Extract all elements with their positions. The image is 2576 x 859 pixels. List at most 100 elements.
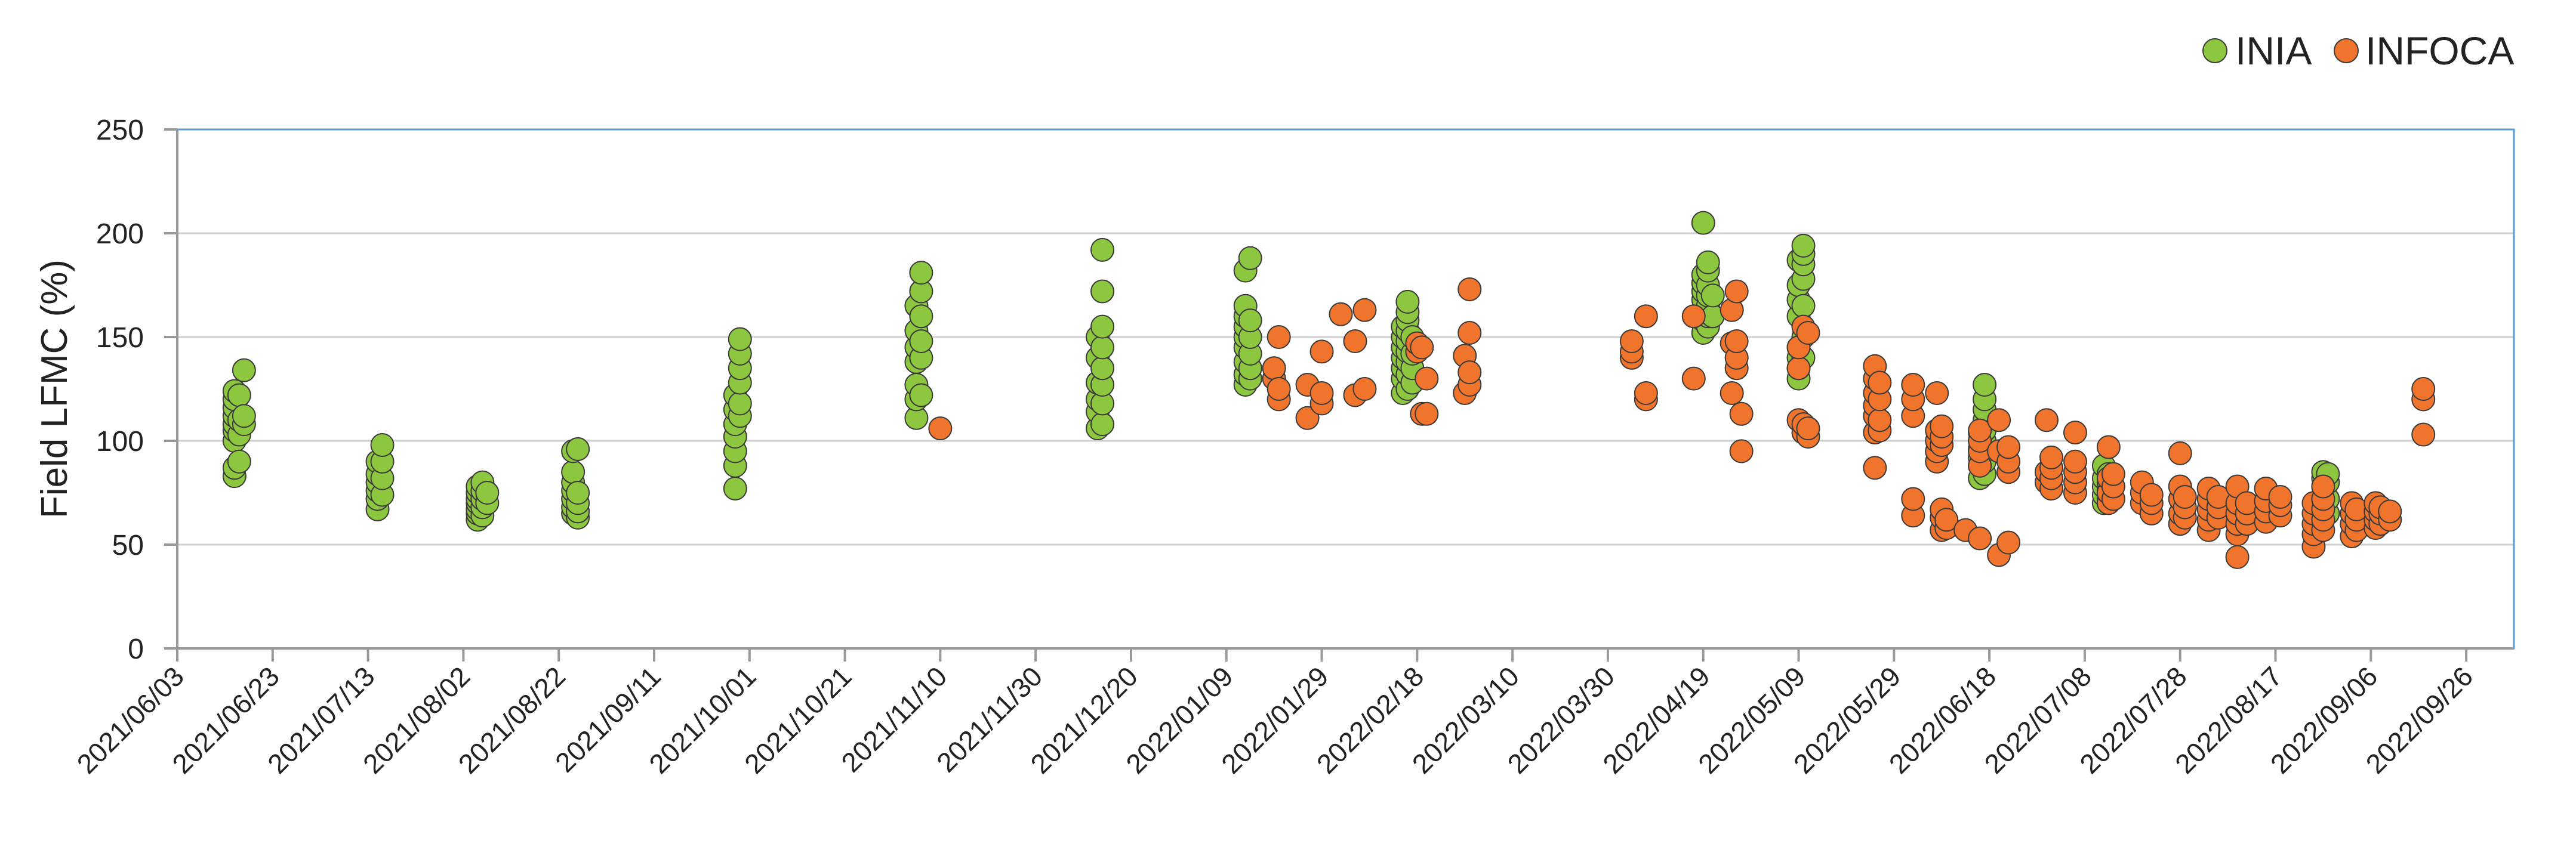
data-point-inia bbox=[1090, 314, 1115, 339]
data-point-infoca bbox=[2168, 441, 2192, 465]
legend-label-infoca: INFOCA bbox=[2365, 29, 2514, 73]
data-point-inia bbox=[1090, 356, 1115, 381]
y-tick-label: 100 bbox=[96, 426, 144, 458]
data-point-inia bbox=[1395, 289, 1420, 314]
data-point-infoca bbox=[1458, 277, 1482, 301]
data-point-infoca bbox=[2378, 499, 2402, 524]
data-point-inia bbox=[1090, 335, 1115, 360]
data-point-inia bbox=[1973, 373, 1997, 397]
y-tick-labels: 0 50 100 150 200 250 bbox=[96, 115, 144, 665]
data-point-inia bbox=[475, 481, 500, 505]
x-tick-labels: 2021/06/032021/06/232021/07/132021/08/02… bbox=[71, 660, 2479, 780]
data-points bbox=[222, 211, 2436, 569]
data-point-inia bbox=[1090, 412, 1115, 437]
data-point-infoca bbox=[1934, 508, 1959, 532]
data-point-inia bbox=[728, 391, 752, 416]
data-point-inia bbox=[728, 327, 752, 351]
data-point-infoca bbox=[1786, 356, 1811, 381]
data-point-infoca bbox=[1267, 377, 1291, 401]
data-point-infoca bbox=[1724, 279, 1749, 304]
data-point-infoca bbox=[1987, 408, 2011, 432]
legend-marker-inia bbox=[2202, 38, 2227, 63]
data-point-infoca bbox=[1309, 339, 1334, 364]
data-point-infoca bbox=[1352, 298, 1377, 322]
data-point-inia bbox=[909, 329, 933, 353]
data-point-infoca bbox=[1415, 401, 1439, 426]
data-point-inia bbox=[909, 383, 933, 407]
data-point-inia bbox=[561, 460, 586, 484]
data-point-inia bbox=[227, 383, 251, 407]
y-tick-label: 200 bbox=[96, 218, 144, 250]
data-point-infoca bbox=[2411, 422, 2436, 447]
data-point-infoca bbox=[1901, 487, 1925, 511]
data-point-infoca bbox=[1796, 321, 1820, 345]
data-point-inia bbox=[1700, 283, 1725, 308]
data-point-infoca bbox=[1309, 381, 1334, 405]
data-point-infoca bbox=[1968, 418, 1992, 443]
data-point-infoca bbox=[1415, 366, 1439, 391]
data-point-infoca bbox=[1410, 335, 1434, 360]
data-point-inia bbox=[1238, 308, 1262, 333]
data-point-infoca bbox=[1329, 302, 1353, 326]
data-point-infoca bbox=[1720, 381, 1744, 405]
data-point-infoca bbox=[1681, 304, 1706, 329]
data-point-infoca bbox=[2039, 445, 2063, 469]
data-point-infoca bbox=[1352, 377, 1377, 401]
data-point-inia bbox=[909, 304, 933, 329]
data-point-infoca bbox=[2063, 449, 2087, 474]
data-point-inia bbox=[1696, 250, 1720, 274]
legend: INIA INFOCA bbox=[2202, 29, 2514, 73]
data-point-inia bbox=[1090, 279, 1115, 304]
data-point-infoca bbox=[1267, 325, 1291, 349]
data-point-infoca bbox=[1863, 456, 1887, 480]
data-point-infoca bbox=[1619, 329, 1644, 353]
data-point-infoca bbox=[2225, 545, 2250, 569]
y-tick-label: 150 bbox=[96, 322, 144, 354]
data-point-inia bbox=[227, 449, 251, 474]
legend-label-inia: INIA bbox=[2235, 29, 2312, 73]
data-point-infoca bbox=[1634, 381, 1658, 405]
data-point-infoca bbox=[1925, 381, 1949, 405]
legend-marker-infoca bbox=[2334, 38, 2359, 63]
data-point-inia bbox=[1791, 233, 1816, 258]
data-point-infoca bbox=[1996, 530, 2021, 555]
data-point-inia bbox=[566, 481, 590, 505]
y-tick-label: 50 bbox=[112, 530, 144, 561]
data-point-inia bbox=[1090, 237, 1115, 262]
data-point-infoca bbox=[1796, 416, 1820, 441]
data-point-infoca bbox=[1868, 408, 1892, 432]
data-point-inia bbox=[566, 437, 590, 461]
data-point-infoca bbox=[1868, 370, 1892, 395]
data-point-infoca bbox=[2311, 474, 2335, 499]
data-point-infoca bbox=[1343, 329, 1367, 353]
data-point-inia bbox=[1238, 246, 1262, 270]
data-point-infoca bbox=[2035, 408, 2059, 432]
data-point-infoca bbox=[1968, 526, 1992, 551]
data-point-infoca bbox=[1729, 439, 1754, 464]
data-point-infoca bbox=[1681, 366, 1706, 391]
data-point-infoca bbox=[1262, 356, 1286, 381]
data-point-inia bbox=[232, 358, 256, 382]
data-point-infoca bbox=[2096, 435, 2121, 459]
data-point-infoca bbox=[2101, 462, 2125, 486]
axes bbox=[164, 128, 2514, 662]
data-point-infoca bbox=[2173, 484, 2197, 509]
data-point-infoca bbox=[1458, 360, 1482, 385]
data-point-infoca bbox=[1295, 406, 1320, 430]
data-point-infoca bbox=[928, 416, 953, 441]
y-axis-title: Field LFMC (%) bbox=[34, 259, 75, 518]
data-point-inia bbox=[1691, 211, 1715, 235]
y-tick-label: 250 bbox=[96, 115, 144, 146]
data-point-inia bbox=[232, 404, 256, 428]
data-point-infoca bbox=[2139, 483, 2164, 507]
data-point-infoca bbox=[1458, 321, 1482, 345]
y-tick-label: 0 bbox=[128, 634, 144, 665]
series-infoca bbox=[928, 277, 2436, 569]
data-point-infoca bbox=[1996, 435, 2021, 459]
data-point-infoca bbox=[2411, 377, 2436, 401]
data-point-infoca bbox=[1634, 304, 1658, 329]
data-point-infoca bbox=[2063, 421, 2087, 445]
data-point-inia bbox=[370, 432, 395, 457]
data-point-infoca bbox=[1930, 414, 1954, 438]
